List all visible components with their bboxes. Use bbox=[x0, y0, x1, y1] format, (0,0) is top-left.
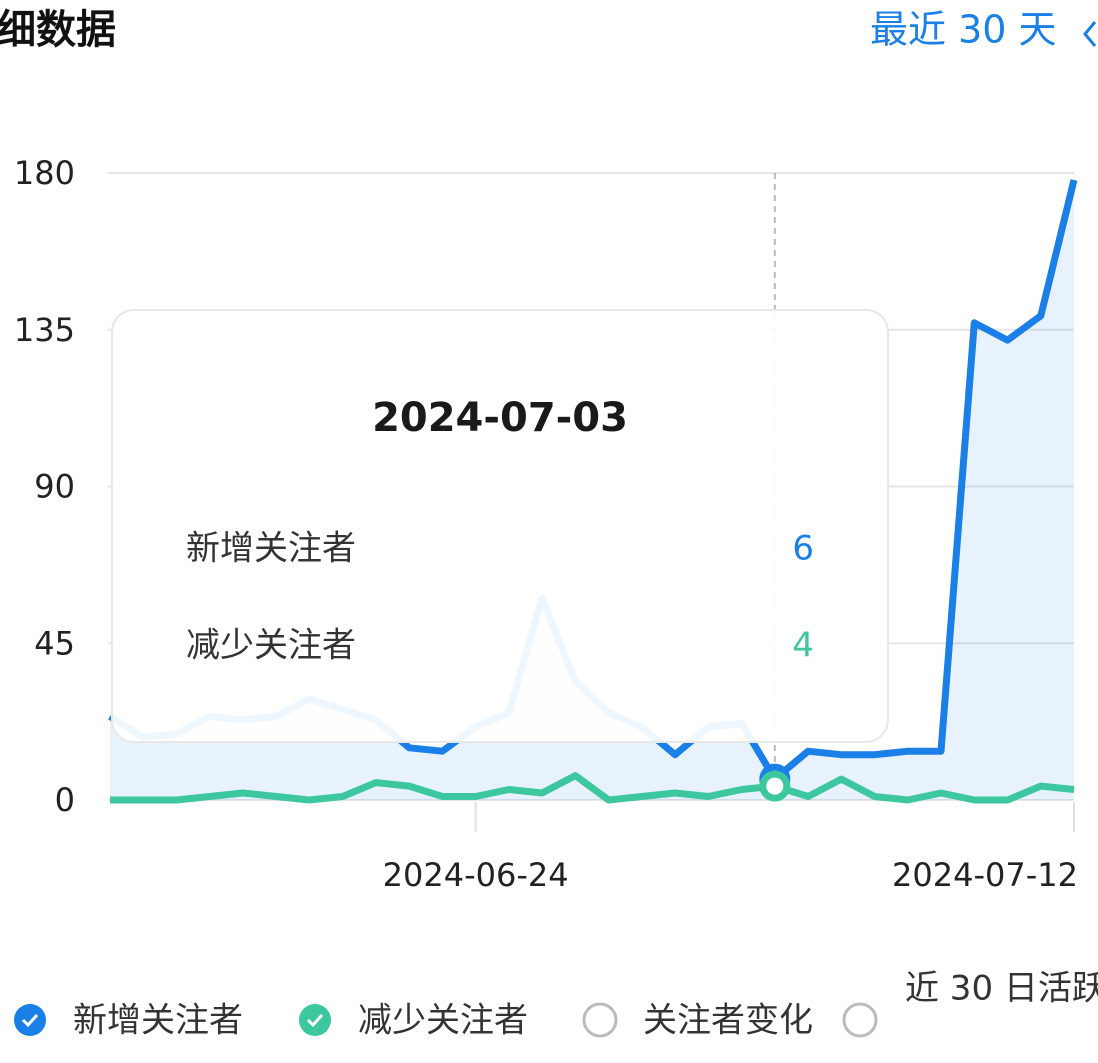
tooltip-series-name: 新增关注者 bbox=[186, 529, 356, 569]
chevron[interactable] bbox=[1083, 21, 1097, 47]
y-tick-label: 0 bbox=[55, 781, 75, 819]
y-tick-label: 45 bbox=[34, 624, 75, 662]
y-tick-label: 90 bbox=[34, 468, 75, 506]
range-selector[interactable]: 最近 30 天 bbox=[870, 8, 1057, 52]
legend-check bbox=[842, 1002, 878, 1038]
chart-title: 详细数据 bbox=[0, 7, 116, 53]
side-label: 近 30 日活跃 bbox=[905, 969, 1098, 1009]
tooltip-series-name: 减少关注者 bbox=[186, 626, 356, 666]
legend-label: 新增关注者 bbox=[73, 1001, 243, 1041]
legend-label: 关注者变化 bbox=[643, 1001, 813, 1041]
legend-check bbox=[14, 1004, 46, 1036]
tooltip-value: 6 bbox=[792, 529, 814, 569]
legend-cover bbox=[880, 960, 1098, 1063]
legend-checkmark bbox=[21, 1013, 39, 1028]
hover-point bbox=[759, 770, 791, 802]
line bbox=[110, 772, 1075, 804]
y-tick-label: 135 bbox=[14, 311, 75, 349]
legend-label: 减少关注者 bbox=[358, 1001, 528, 1041]
x-tick-label: 2024-06-24 bbox=[383, 856, 569, 894]
tooltip bbox=[111, 309, 889, 743]
legend-checkmark bbox=[306, 1013, 324, 1028]
y-tick-label: 180 bbox=[14, 154, 75, 192]
legend-check bbox=[299, 1004, 331, 1036]
tooltip-date: 2024-07-03 bbox=[372, 395, 628, 441]
tooltip-value: 4 bbox=[792, 626, 814, 666]
legend-check bbox=[582, 1002, 618, 1038]
x-tick-label: 2024-07-12 bbox=[892, 856, 1078, 894]
